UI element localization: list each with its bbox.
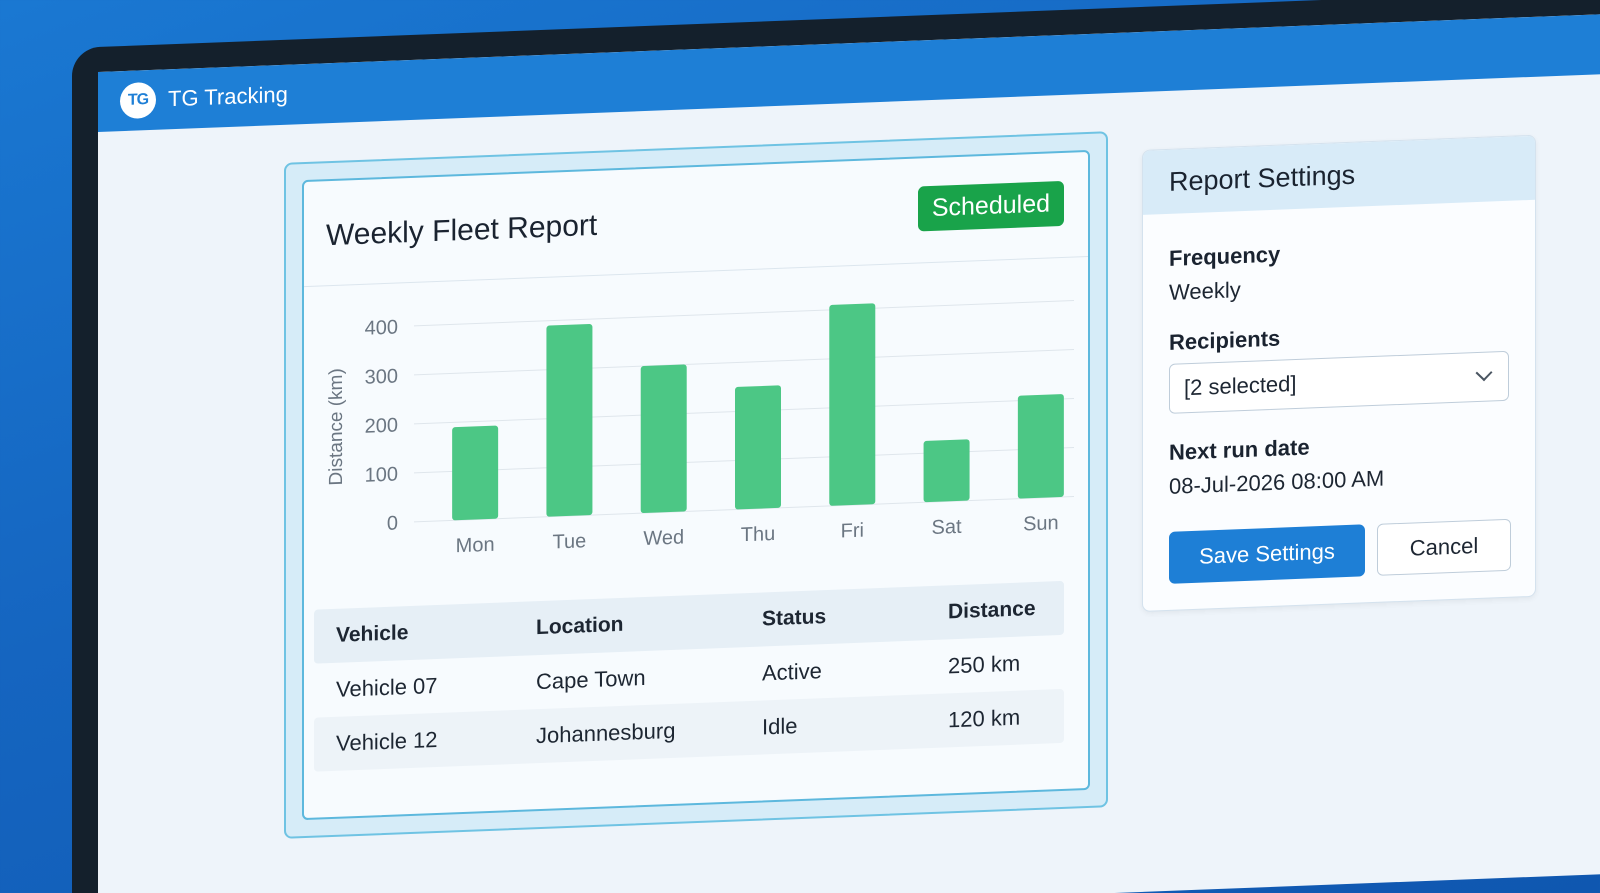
x-tick-label: Tue [553,530,587,553]
y-tick-label: 0 [387,512,398,534]
x-tick-label: Sun [1023,512,1059,535]
recipients-select-value: [2 selected] [1184,370,1297,401]
gridline [414,349,1074,376]
cell-location: Cape Town [536,664,646,695]
x-tick-label: Mon [456,534,495,557]
cell-distance: 120 km [948,704,1021,733]
column-header-location: Location [536,612,624,640]
status-badge: Scheduled [917,180,1064,232]
cell-status: Idle [762,713,798,740]
divider [304,255,1088,288]
settings-title: Report Settings [1143,135,1535,215]
x-tick-label: Fri [841,520,864,543]
y-axis-label: Distance (km) [326,368,347,486]
bar-sun [1017,394,1064,499]
bar-mon [452,425,499,521]
cell-location: Johannesburg [536,717,676,749]
recipients-select[interactable]: [2 selected] [1169,350,1509,414]
report-card-frame: Weekly Fleet Report Scheduled 0 100 200 300… [284,131,1108,839]
x-tick-label: Wed [643,526,684,550]
fleet-table: Vehicle Location Status Distance Vehicle… [314,580,1064,772]
app-screen: TG TG Tracking Weekly Fleet Report Sched… [98,13,1600,893]
y-tick-label: 400 [365,316,398,339]
y-tick-label: 100 [365,463,398,486]
save-settings-button[interactable]: Save Settings [1169,524,1365,584]
bar-fri [829,303,876,506]
recipients-label: Recipients [1169,325,1281,355]
cell-status: Active [762,658,822,686]
bar-tue [546,324,593,517]
distance-bar-chart: 0 100 200 300 400 Distance (km) Mon Tue Wed Thu Fr… [326,300,1074,557]
report-title: Weekly Fleet Report [326,208,598,253]
column-header-distance: Distance [948,596,1036,624]
cell-distance: 250 km [948,650,1021,679]
frequency-label: Frequency [1169,241,1281,271]
app-title: TG Tracking [168,81,288,112]
report-card: Weekly Fleet Report Scheduled 0 100 200 300… [302,149,1090,821]
frequency-value: Weekly [1169,277,1241,305]
bar-sat [923,439,970,503]
next-run-label: Next run date [1169,434,1310,465]
cancel-button[interactable]: Cancel [1377,518,1511,576]
x-tick-label: Thu [741,523,775,546]
x-tick-label: Sat [932,516,962,539]
chevron-down-icon [1475,364,1493,382]
gridline [414,300,1074,327]
logo-icon: TG [120,81,156,120]
y-tick-label: 200 [365,414,398,437]
y-tick-label: 300 [365,365,398,388]
bar-thu [735,385,781,510]
cell-vehicle: Vehicle 07 [336,672,438,702]
bar-wed [640,364,687,514]
column-header-vehicle: Vehicle [336,621,409,647]
column-header-status: Status [762,605,827,631]
report-settings-panel: Report Settings Frequency Weekly Recipie… [1142,134,1536,612]
cell-vehicle: Vehicle 12 [336,726,438,756]
next-run-value: 08-Jul-2026 08:00 AM [1169,465,1385,499]
